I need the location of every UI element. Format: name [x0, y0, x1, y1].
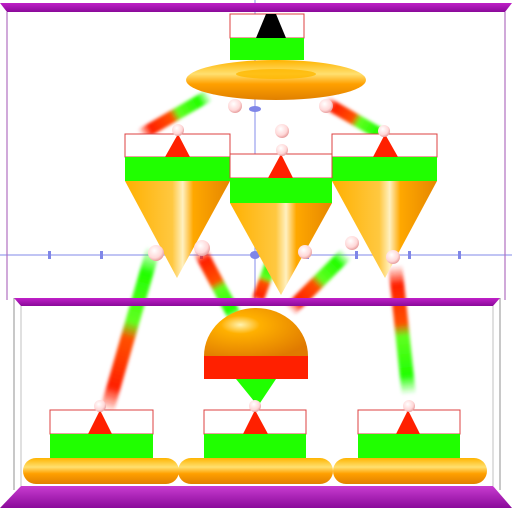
node-bottom-left	[23, 409, 179, 484]
sphere-icon	[386, 250, 400, 264]
bottom-center-base	[178, 458, 333, 484]
link-top-middle-left	[137, 89, 213, 141]
sphere-icon	[228, 99, 242, 113]
node-bottom-right	[333, 409, 487, 484]
node-bottom-center-dome	[204, 308, 308, 406]
sphere-icon	[378, 125, 390, 137]
node-middle-center	[229, 153, 333, 295]
node-top	[186, 13, 366, 100]
bottom-joint-spheres	[94, 400, 415, 412]
sphere-icon	[275, 124, 289, 138]
top-frame	[0, 3, 512, 300]
sphere-icon	[94, 400, 106, 412]
sphere-icon	[276, 144, 288, 156]
link-middle-left-bottom-left	[99, 246, 161, 414]
sphere-icon	[319, 99, 333, 113]
link-middle-right-bottom-right	[388, 264, 416, 396]
sphere-icon	[345, 236, 359, 250]
bottom-left-base	[23, 458, 179, 484]
black-cone-icon	[256, 14, 286, 38]
sphere-icon	[249, 400, 261, 412]
node-middle-left	[124, 133, 231, 278]
node-bottom-center	[178, 409, 333, 484]
sphere-icon	[172, 124, 184, 136]
bottom-frame	[0, 298, 512, 508]
sphere-icon	[298, 245, 312, 259]
joint-spheres	[148, 99, 400, 264]
link-top-middle-right	[321, 96, 391, 144]
node-middle-right	[331, 133, 438, 278]
sphere-icon	[194, 240, 210, 256]
sphere-icon	[403, 400, 415, 412]
top-torus	[186, 60, 366, 100]
bottom-right-base	[333, 458, 487, 484]
sphere-icon	[148, 245, 164, 261]
